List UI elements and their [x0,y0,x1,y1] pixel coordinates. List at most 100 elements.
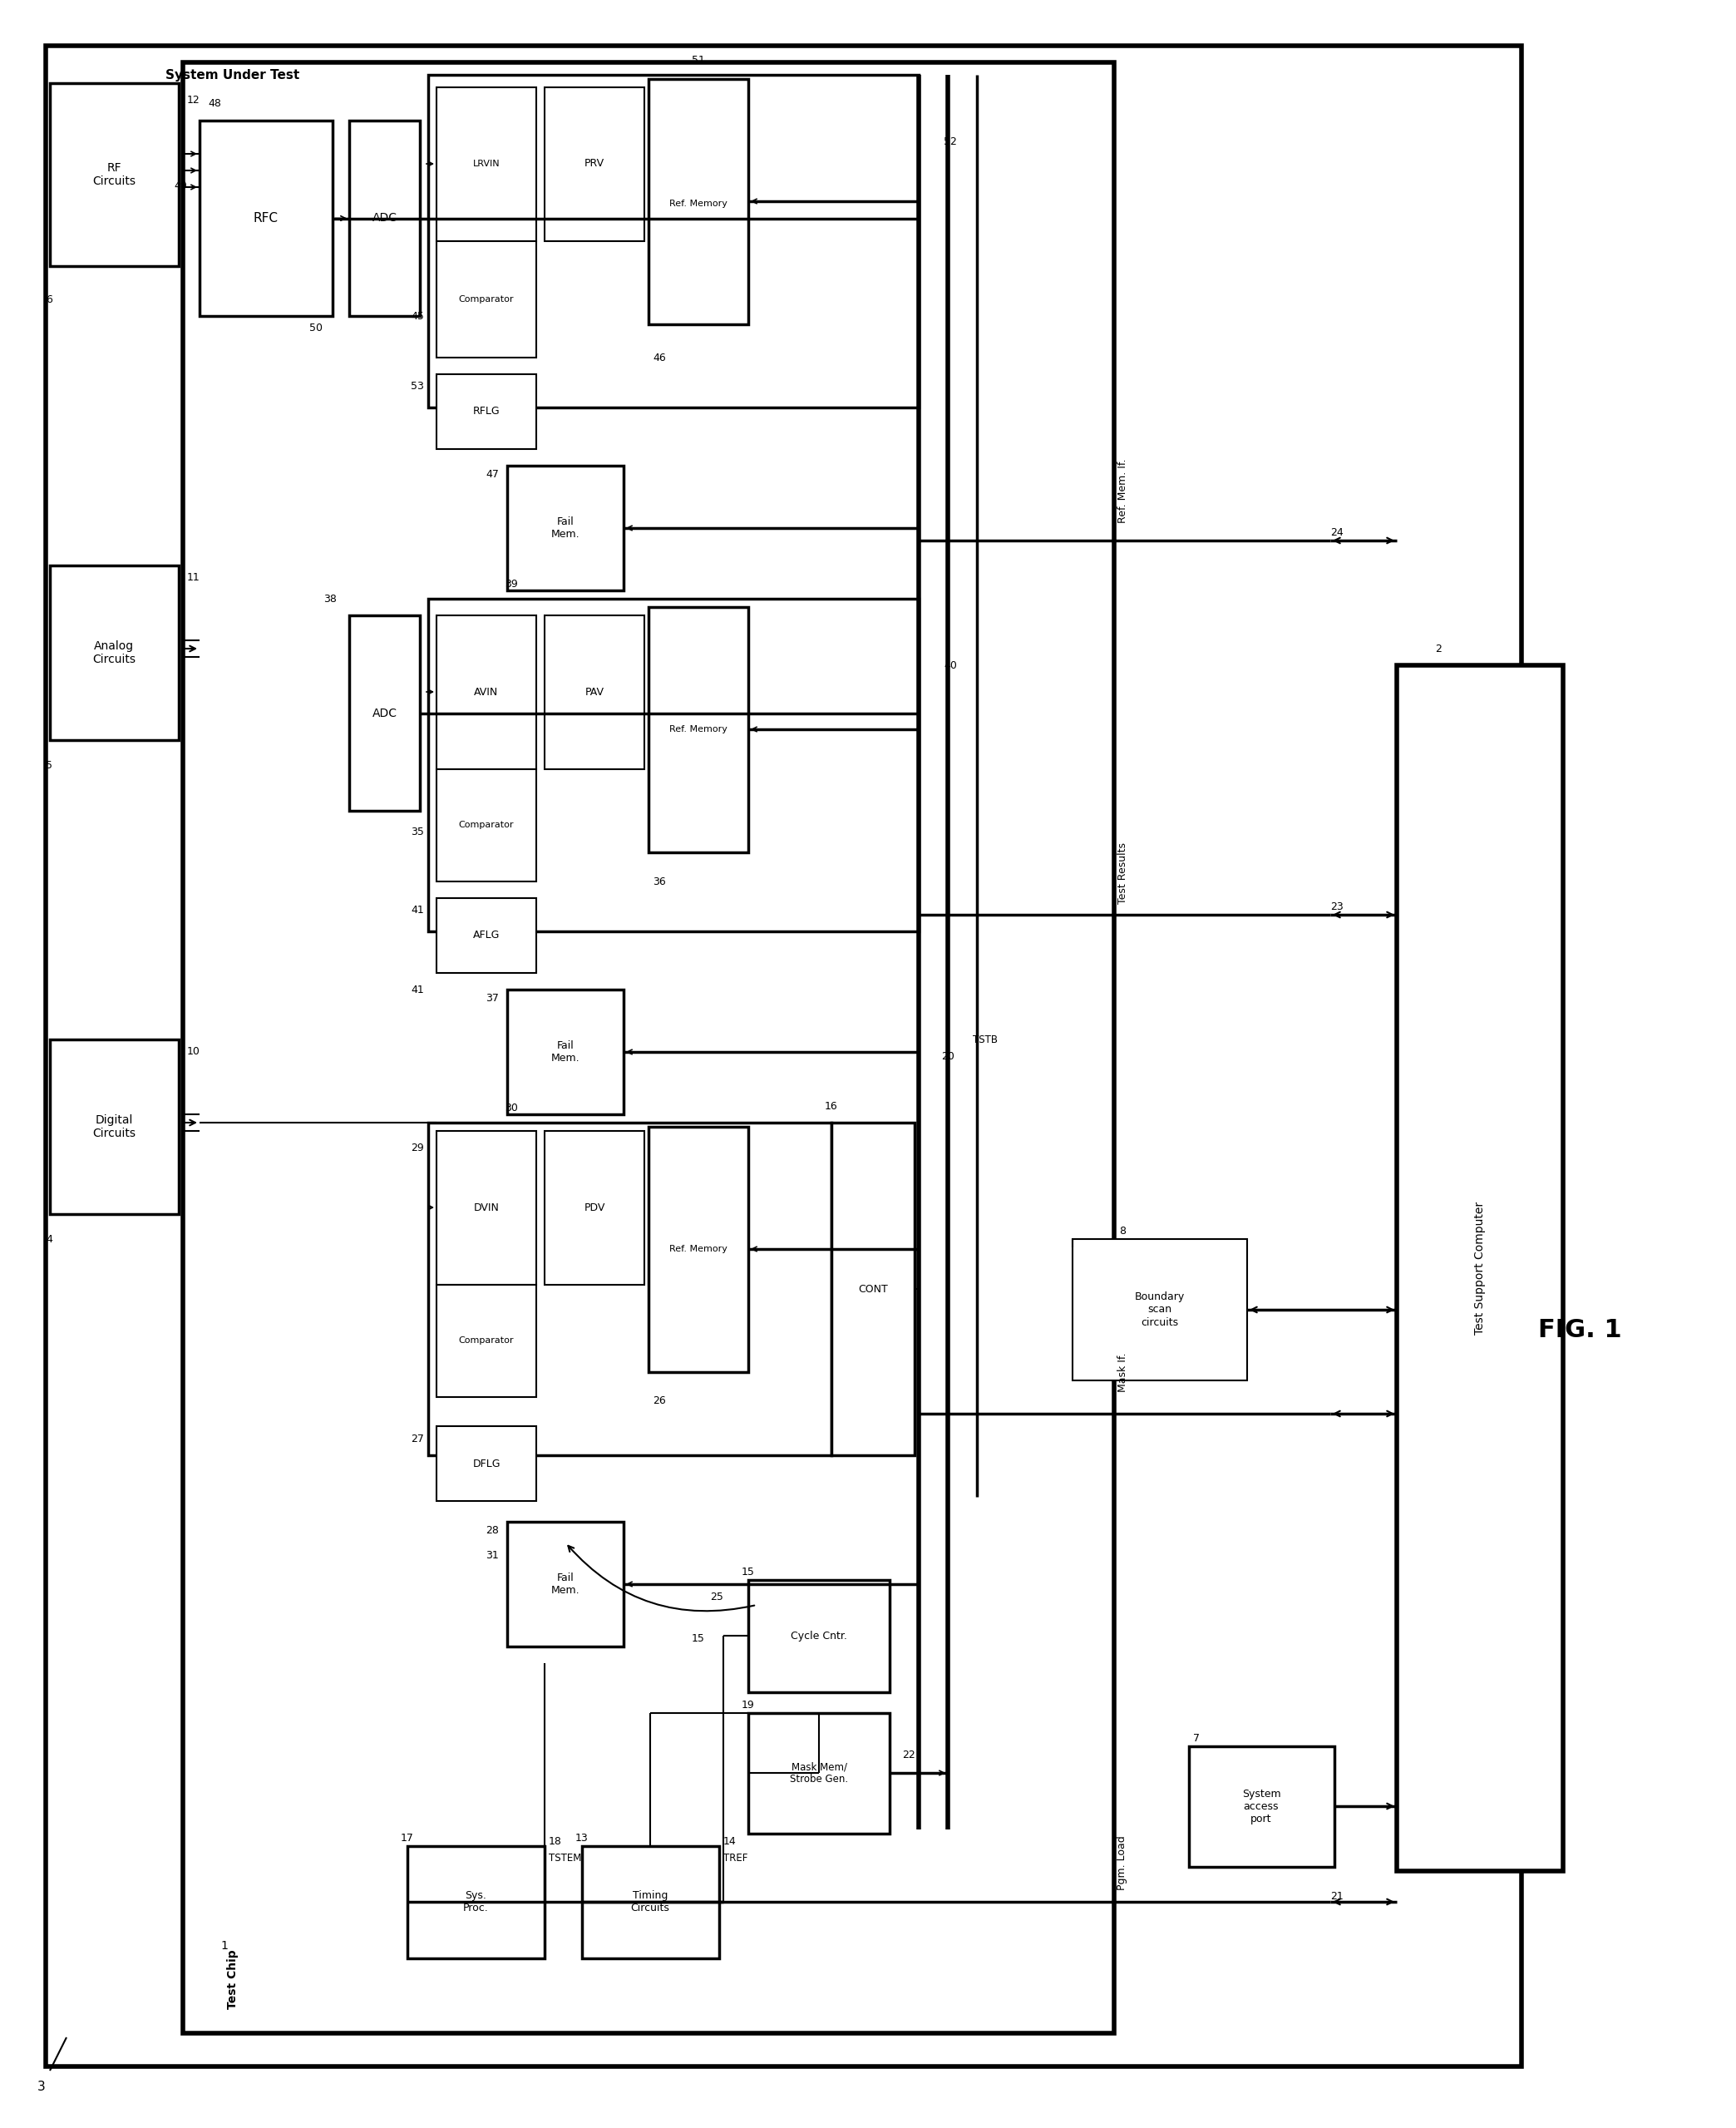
Text: 5: 5 [45,760,52,770]
Text: Digital
Circuits: Digital Circuits [92,1115,135,1138]
Text: 13: 13 [575,1832,589,1843]
Text: 31: 31 [486,1549,498,1560]
Text: 12: 12 [187,94,200,104]
Text: Ref. Memory: Ref. Memory [670,200,727,209]
Text: DVIN: DVIN [474,1202,500,1213]
Text: 52: 52 [944,136,957,147]
Text: PRV: PRV [585,157,604,170]
Text: 53: 53 [411,381,424,392]
Text: Comparator: Comparator [458,1336,514,1345]
Text: 3: 3 [38,2081,45,2094]
Text: Comparator: Comparator [458,296,514,304]
Text: Timing
Circuits: Timing Circuits [630,1890,670,1913]
Bar [545,1130,644,1285]
Bar [436,87,536,240]
Text: 6: 6 [45,294,52,304]
Bar [649,1128,748,1373]
Text: 14: 14 [724,1836,736,1847]
Text: Test Results: Test Results [1116,843,1128,904]
Text: 51: 51 [691,55,705,66]
Text: 22: 22 [903,1749,915,1760]
Text: Cycle Cntr.: Cycle Cntr. [790,1630,847,1641]
Text: 8: 8 [1120,1226,1125,1236]
Text: 11: 11 [187,572,200,583]
Bar [582,1847,719,1958]
Text: AFLG: AFLG [472,930,500,941]
Bar [748,1579,889,1692]
Text: 7: 7 [1193,1732,1200,1743]
Text: 17: 17 [401,1832,413,1843]
Text: 19: 19 [741,1700,755,1711]
Text: 40: 40 [944,660,957,670]
Text: 45: 45 [411,311,424,321]
Text: PAV: PAV [585,687,604,698]
Bar [436,1130,536,1285]
Bar [1073,1238,1246,1381]
Text: 18: 18 [549,1836,562,1847]
Text: Ref. Mem. If.: Ref. Mem. If. [1116,458,1128,523]
Text: LRVIN: LRVIN [472,160,500,168]
Text: TSTEM: TSTEM [549,1853,582,1864]
Bar [649,606,748,853]
Text: 2: 2 [1436,643,1441,653]
Text: 35: 35 [411,826,424,836]
Bar [45,45,1521,2066]
Text: 30: 30 [505,1102,517,1113]
Text: 15: 15 [741,1566,755,1577]
Bar [436,1426,536,1500]
Text: PDV: PDV [583,1202,606,1213]
Bar [429,598,918,932]
Bar [50,1038,179,1215]
Bar [832,1124,915,1456]
Bar [50,83,179,266]
Bar [545,87,644,240]
Bar [349,615,420,811]
Text: Fail
Mem.: Fail Mem. [550,517,580,541]
Text: Ref. Memory: Ref. Memory [670,726,727,734]
Text: 15: 15 [691,1632,705,1643]
Text: Mask Mem/
Strobe Gen.: Mask Mem/ Strobe Gen. [790,1762,849,1785]
Text: Analog
Circuits: Analog Circuits [92,641,135,666]
Bar [1397,666,1562,1871]
Bar [436,375,536,449]
Text: 50: 50 [309,323,323,334]
Bar [1189,1747,1335,1866]
Text: Fail
Mem.: Fail Mem. [550,1041,580,1064]
Text: 47: 47 [486,468,498,479]
Text: ADC: ADC [372,213,398,223]
Bar [748,1713,889,1834]
Text: Comparator: Comparator [458,821,514,830]
Text: Pgm. Load: Pgm. Load [1116,1834,1128,1890]
Bar [507,990,623,1115]
Text: 39: 39 [505,579,517,589]
Text: FIG. 1: FIG. 1 [1538,1319,1621,1343]
Bar [50,566,179,741]
Text: 28: 28 [486,1524,498,1536]
Bar [408,1847,545,1958]
Text: 21: 21 [1330,1890,1344,1902]
Bar [429,1124,832,1456]
Text: 48: 48 [208,98,220,109]
Bar [436,615,536,768]
Text: RFC: RFC [253,213,278,226]
Bar [507,466,623,589]
Text: System Under Test: System Under Test [165,68,300,81]
Bar [436,1285,536,1398]
Bar [649,79,748,323]
Text: System
access
port: System access port [1241,1788,1281,1824]
Text: Mask If.: Mask If. [1116,1353,1128,1392]
Text: 23: 23 [1330,900,1344,911]
Text: AVIN: AVIN [474,687,498,698]
Bar [182,62,1115,2032]
Text: Test Support Computer: Test Support Computer [1474,1202,1486,1334]
Text: Sys.
Proc.: Sys. Proc. [464,1890,488,1913]
Text: TSTB: TSTB [972,1034,998,1045]
Bar [507,1522,623,1647]
Text: 27: 27 [411,1434,424,1445]
Text: 16: 16 [825,1100,838,1111]
Text: CONT: CONT [858,1283,887,1294]
Text: DFLG: DFLG [472,1458,500,1468]
Text: 41: 41 [411,904,424,915]
Text: Boundary
scan
circuits: Boundary scan circuits [1135,1292,1186,1328]
Text: 38: 38 [323,594,337,604]
